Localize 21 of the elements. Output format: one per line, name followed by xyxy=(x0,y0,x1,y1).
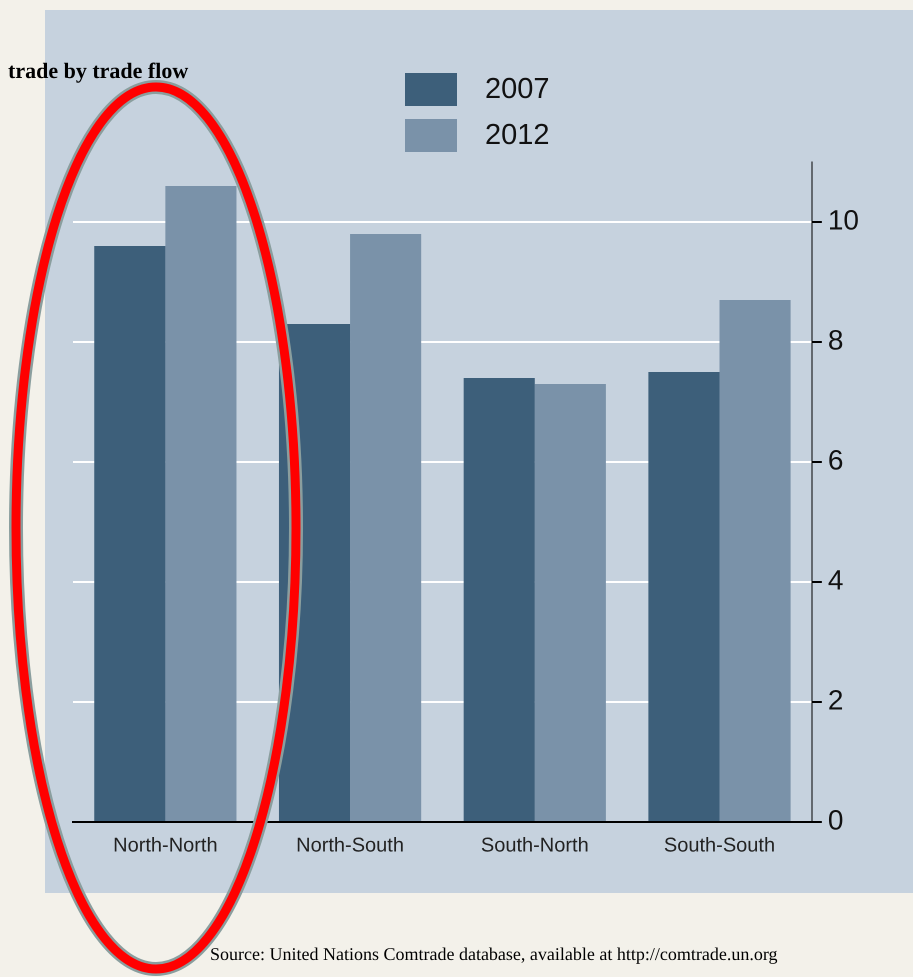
legend-label: 2012 xyxy=(485,118,550,152)
x-tick-label: North-South xyxy=(296,834,404,857)
bar xyxy=(350,234,422,821)
y-tick-label: 2 xyxy=(828,684,844,716)
x-tick-label: South-South xyxy=(664,834,776,857)
bar xyxy=(94,246,166,821)
x-tick-label: North-North xyxy=(113,834,218,857)
y-tick-label: 8 xyxy=(828,324,844,356)
legend-label: 2007 xyxy=(485,72,550,106)
y-tick-label: 4 xyxy=(828,564,844,596)
chart-title: trade by trade flow xyxy=(8,58,188,84)
bar xyxy=(648,372,720,821)
bar xyxy=(534,384,606,821)
bar xyxy=(165,186,236,821)
source-note: Source: United Nations Comtrade database, available at http://comtrade.un.org xyxy=(210,944,778,965)
y-tick-label: 6 xyxy=(828,444,844,476)
bar xyxy=(464,378,535,821)
bar xyxy=(720,300,791,821)
y-tick-label: 10 xyxy=(828,204,860,236)
x-tick-label: South-North xyxy=(480,834,589,857)
y-tick-label: 0 xyxy=(828,804,844,836)
